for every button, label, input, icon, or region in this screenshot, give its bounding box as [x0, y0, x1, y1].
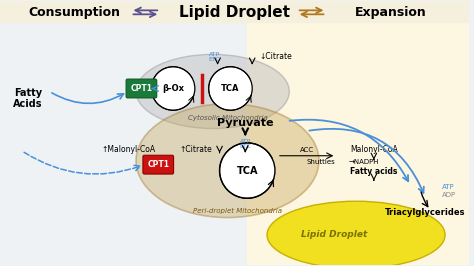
Bar — [0, 1, 247, 265]
Text: ATP: ATP — [442, 184, 455, 190]
Text: Malonyl-CoA: Malonyl-CoA — [350, 145, 398, 154]
Text: ↓Citrate: ↓Citrate — [259, 52, 292, 61]
Text: Expansion: Expansion — [355, 6, 427, 19]
Text: TCA: TCA — [237, 165, 258, 176]
Text: ADP: ADP — [442, 192, 456, 198]
Text: CPT1: CPT1 — [130, 84, 153, 93]
Ellipse shape — [267, 201, 445, 266]
FancyBboxPatch shape — [143, 155, 173, 174]
Text: Consumption: Consumption — [28, 6, 120, 19]
Text: Pyruvate: Pyruvate — [217, 118, 273, 128]
Text: Shuttles: Shuttles — [307, 159, 336, 165]
Circle shape — [151, 67, 195, 110]
Text: Cytosolic Mitochondria: Cytosolic Mitochondria — [188, 115, 267, 121]
Text: Fatty
Acids: Fatty Acids — [13, 88, 43, 109]
Text: β-Ox: β-Ox — [162, 84, 184, 93]
Text: Lipid Droplet: Lipid Droplet — [301, 230, 367, 239]
Text: Peri-droplet Mitochondria: Peri-droplet Mitochondria — [193, 208, 282, 214]
Bar — [0, 1, 469, 22]
Text: TCA: TCA — [221, 84, 240, 93]
Text: ATP
ETC: ATP ETC — [209, 52, 220, 62]
Text: ACC: ACC — [300, 147, 314, 153]
Text: Triacylglycerides: Triacylglycerides — [385, 208, 465, 217]
Text: ATP
ETC: ATP ETC — [239, 139, 251, 149]
Text: ↑Malonyl-CoA: ↑Malonyl-CoA — [101, 145, 155, 154]
Text: Fatty acids: Fatty acids — [350, 167, 398, 176]
Text: Lipid Droplet: Lipid Droplet — [179, 5, 290, 20]
Circle shape — [209, 67, 252, 110]
Ellipse shape — [136, 104, 319, 218]
Circle shape — [219, 143, 275, 198]
Ellipse shape — [136, 54, 289, 128]
Text: CPT1: CPT1 — [147, 160, 169, 169]
Text: ↑Citrate: ↑Citrate — [180, 145, 213, 154]
Text: →NADPH: →NADPH — [348, 159, 379, 165]
FancyBboxPatch shape — [126, 79, 157, 98]
Bar — [247, 1, 469, 265]
